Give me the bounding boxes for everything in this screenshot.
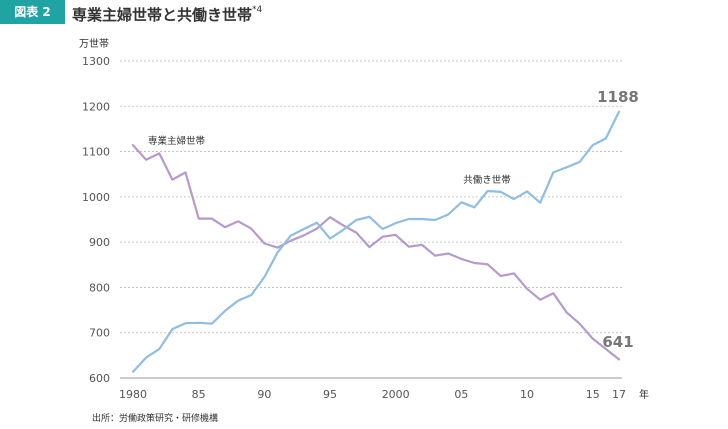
y-tick-label: 1000 bbox=[82, 191, 110, 204]
x-tick-label: 17 bbox=[612, 388, 626, 401]
chart-header: 図表 2 専業主婦世帯と共働き世帯*4 bbox=[0, 0, 728, 26]
series-end-value: 641 bbox=[602, 333, 633, 351]
x-tick-label: 90 bbox=[257, 388, 271, 401]
x-tick-label: 1980 bbox=[119, 388, 147, 401]
y-tick-label: 800 bbox=[89, 281, 110, 294]
source-note: 出所：労働政策研究・研修機構 bbox=[92, 414, 219, 424]
x-tick-label: 85 bbox=[192, 388, 206, 401]
y-axis-unit: 万世帯 bbox=[79, 39, 109, 50]
series-label: 専業主婦世帯 bbox=[148, 135, 206, 147]
chart-title: 専業主婦世帯と共働き世帯*4 bbox=[72, 1, 262, 26]
footnote-mark: *4 bbox=[252, 5, 263, 15]
y-tick-label: 1300 bbox=[82, 55, 110, 68]
series-label: 共働き世帯 bbox=[463, 174, 511, 186]
x-tick-label: 15 bbox=[586, 388, 600, 401]
y-tick-label: 1100 bbox=[82, 146, 110, 159]
y-tick-label: 600 bbox=[89, 372, 110, 385]
series-line bbox=[131, 144, 621, 361]
x-tick-label: 05 bbox=[454, 388, 468, 401]
figure-badge: 図表 2 bbox=[0, 0, 65, 24]
y-tick-label: 900 bbox=[89, 236, 110, 249]
x-tick-label: 2000 bbox=[382, 388, 410, 401]
y-tick-label: 700 bbox=[89, 327, 110, 340]
x-axis-unit: 年 bbox=[639, 388, 649, 401]
series-line bbox=[131, 110, 621, 373]
y-tick-label: 1200 bbox=[82, 100, 110, 113]
x-tick-label: 95 bbox=[323, 388, 337, 401]
x-tick-label: 10 bbox=[520, 388, 534, 401]
chart-title-text: 専業主婦世帯と共働き世帯 bbox=[72, 6, 253, 24]
series-end-value: 1188 bbox=[597, 88, 639, 106]
